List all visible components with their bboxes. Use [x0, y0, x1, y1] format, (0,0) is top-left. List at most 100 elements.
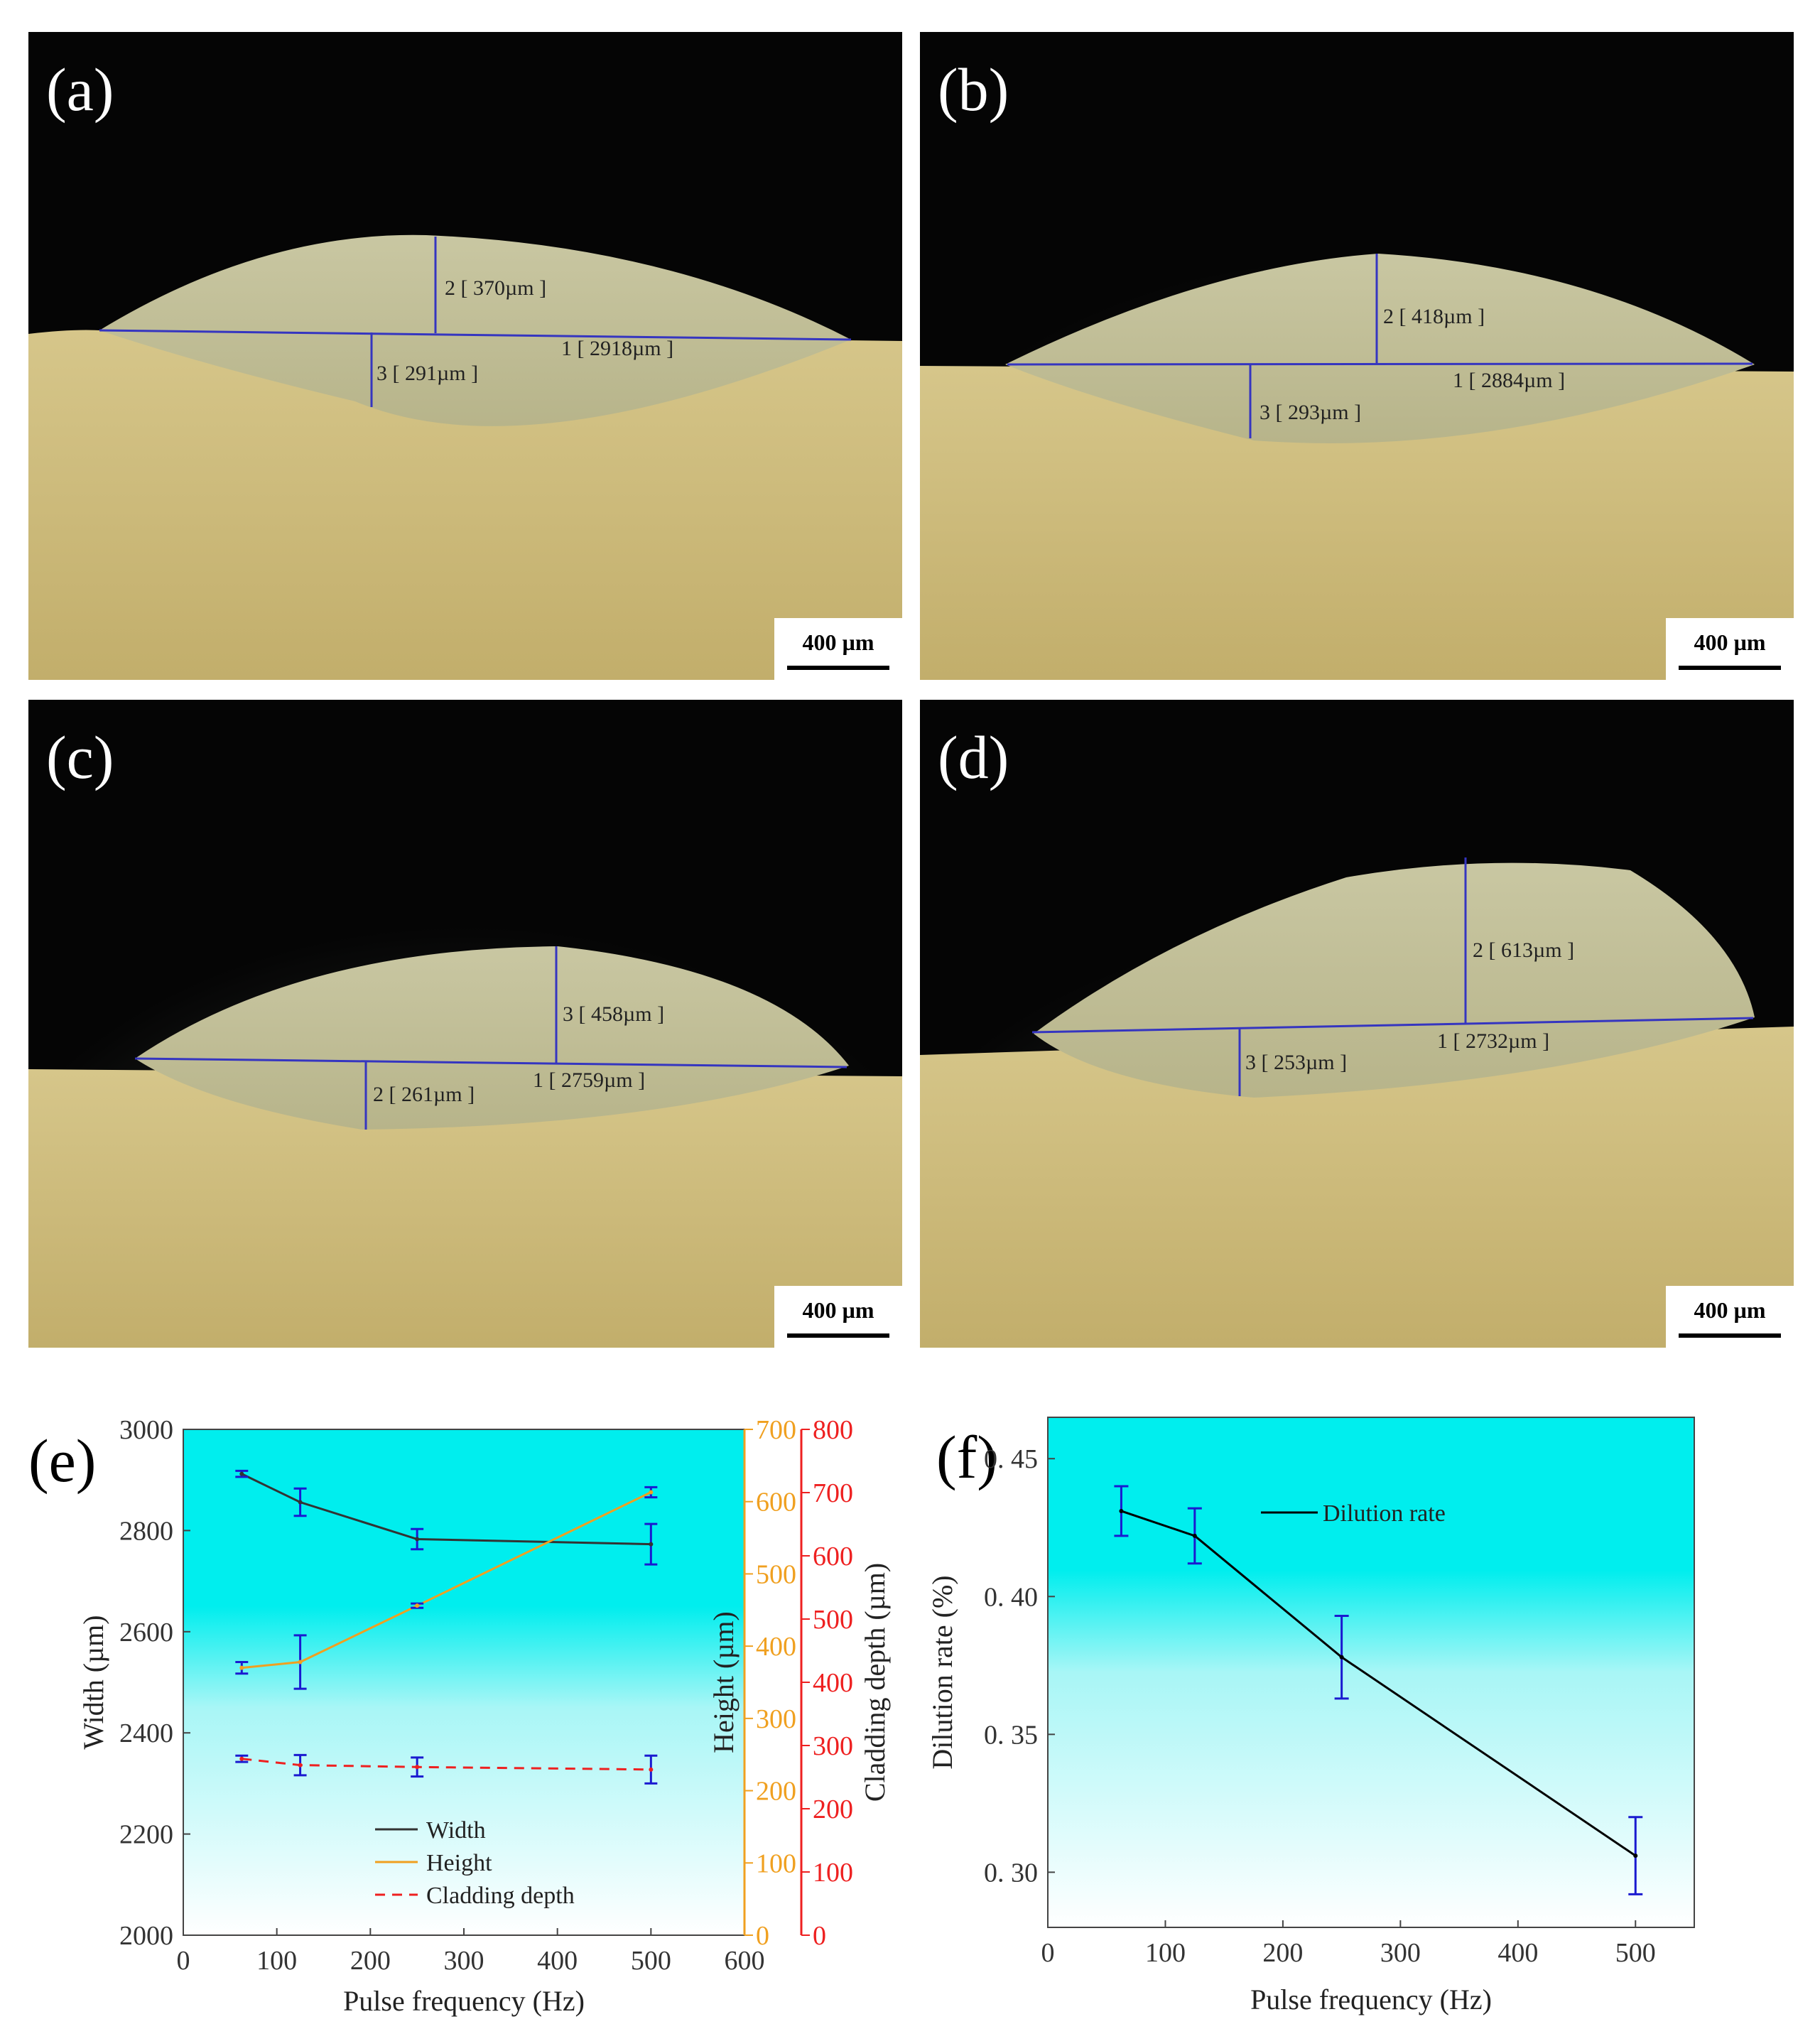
measure-label-3: 3 [ 253µm ] [1245, 1051, 1347, 1074]
legend-label-dilution-rate: Dilution rate [1323, 1500, 1446, 1527]
y-tick-label-cladding-depth: 600 [813, 1542, 853, 1571]
panel-label-e: (e) [28, 1427, 96, 1495]
data-point-width [649, 1542, 654, 1547]
measure-label-2: 2 [ 613µm ] [1473, 938, 1574, 962]
x-tick-label-f: 400 [1497, 1938, 1538, 1968]
x-tick-label-f: 200 [1262, 1938, 1303, 1968]
legend-e: Width Height Cladding depth [375, 1817, 575, 1909]
y-tick-label-height: 0 [756, 1921, 769, 1951]
micrograph-a: 1 [ 2918µm ] 2 [ 370µm ] 3 [ 291µm ] (a)… [28, 32, 902, 680]
data-point-cladding-depth [649, 1767, 654, 1772]
legend-label-cladding-depth: Cladding depth [426, 1883, 575, 1909]
plot-area-e [183, 1429, 745, 1936]
measure-line-1 [134, 1057, 847, 1068]
y-tick-label-height: 300 [756, 1704, 796, 1734]
axes-e: 0 100 200 300 400 500 600200022002400260028003… [119, 1415, 853, 1976]
data-point-width [298, 1500, 303, 1505]
measure-line-1 [99, 329, 852, 341]
data-point-dilution-rate [1119, 1508, 1124, 1513]
y-tick-label-height: 700 [756, 1415, 796, 1445]
y-tick-label-cladding-depth: 400 [813, 1668, 853, 1698]
y-axis-label-height: Height (µm) [708, 1611, 740, 1753]
clad-bead [99, 234, 851, 426]
measure-label-2: 2 [ 418µm ] [1383, 305, 1485, 328]
y-tick-label-height: 200 [756, 1777, 796, 1807]
x-tick-label-f: 0 [1041, 1938, 1055, 1968]
y-tick-label-cladding-depth: 0 [813, 1921, 826, 1951]
substrate [28, 330, 902, 680]
legend-label-width: Width [426, 1817, 486, 1844]
y-tick-label-f: 0. 45 [984, 1444, 1038, 1474]
panel-label-c: (c) [46, 723, 114, 791]
y-tick-label-height: 600 [756, 1488, 796, 1517]
axes-f: 0 100 200 300 400 500 0. 30 0. 35 0. 40 0. 45 [984, 1444, 1656, 1968]
y-tick-label-height: 100 [756, 1849, 796, 1878]
y-tick-label-width: 2200 [119, 1820, 173, 1850]
substrate [920, 1027, 1794, 1348]
data-point-width [415, 1537, 420, 1542]
panel-label-d: (d) [938, 723, 1009, 791]
data-point-dilution-rate [1339, 1655, 1344, 1660]
y-axis-label-cladding-depth: Cladding depth (µm) [859, 1563, 891, 1802]
clad-bead [1034, 862, 1755, 1098]
data-point-width [239, 1471, 244, 1476]
y-tick-label-width: 2600 [119, 1618, 173, 1647]
measure-label-1: 1 [ 2884µm ] [1453, 369, 1565, 392]
y-tick-label-height: 500 [756, 1559, 796, 1589]
y-tick-label-cladding-depth: 700 [813, 1478, 853, 1508]
chart-f: (f) Pulse frequency (Hz) Dilution rate (… [926, 1417, 1695, 2015]
data-point-cladding-depth [298, 1763, 303, 1768]
x-tick-label-e: 500 [631, 1946, 671, 1976]
y-tick-label-cladding-depth: 200 [813, 1795, 853, 1824]
scale-bar-label: 400 µm [1694, 1297, 1765, 1323]
series-f [1114, 1485, 1643, 1895]
y-tick-label-f: 0. 30 [984, 1858, 1038, 1888]
series-line-height [242, 1491, 651, 1669]
x-tick-label-f: 300 [1380, 1938, 1421, 1968]
panel-label-f: (f) [936, 1423, 997, 1491]
legend-f: Dilution rate [1261, 1500, 1446, 1527]
data-point-height [415, 1603, 420, 1608]
substrate [28, 1069, 902, 1348]
legend-label-height: Height [426, 1850, 492, 1876]
data-point-cladding-depth [415, 1765, 420, 1770]
y-tick-label-cladding-depth: 300 [813, 1731, 853, 1761]
measure-label-1: 1 [ 2759µm ] [533, 1068, 645, 1092]
series-line-dilution-rate [1120, 1510, 1637, 1857]
measure-label-1: 1 [ 2918µm ] [561, 337, 673, 360]
y-tick-label-f: 0. 40 [984, 1582, 1038, 1612]
plot-area-f [1047, 1417, 1695, 1928]
measure-label-3: 3 [ 293µm ] [1260, 401, 1361, 424]
x-tick-label-e: 300 [444, 1946, 484, 1976]
y-axis-label-f: Dilution rate (%) [926, 1575, 958, 1769]
measure-label-2: 2 [ 370µm ] [445, 276, 546, 300]
scale-bar-label: 400 µm [802, 1297, 874, 1323]
panel-label-b: (b) [938, 55, 1009, 124]
data-point-height [649, 1490, 654, 1495]
y-tick-label-f: 0. 35 [984, 1720, 1038, 1750]
x-tick-label-e: 600 [725, 1946, 765, 1976]
x-tick-label-e: 0 [177, 1946, 190, 1976]
y-tick-label-width: 2400 [119, 1719, 173, 1748]
y-tick-label-cladding-depth: 100 [813, 1858, 853, 1888]
data-point-dilution-rate [1633, 1853, 1638, 1858]
data-point-dilution-rate [1192, 1533, 1197, 1538]
micrograph-b: 1 [ 2884µm ] 2 [ 418µm ] 3 [ 293µm ] (b)… [920, 32, 1794, 680]
data-point-height [239, 1665, 244, 1670]
y-tick-label-cladding-depth: 500 [813, 1605, 853, 1635]
x-axis-label-e: Pulse frequency (Hz) [343, 1985, 585, 2017]
scale-bar-label: 400 µm [802, 629, 874, 655]
micrograph-c: 1 [ 2759µm ] 3 [ 458µm ] 2 [ 261µm ] (c)… [28, 700, 902, 1348]
x-tick-label-f: 100 [1145, 1938, 1186, 1968]
y-tick-label-cladding-depth: 800 [813, 1415, 853, 1445]
data-point-height [298, 1660, 303, 1665]
measure-line-1 [1031, 1017, 1754, 1034]
data-point-cladding-depth [239, 1756, 244, 1761]
series-line-cladding-depth [242, 1758, 651, 1771]
measure-label-3: 3 [ 458µm ] [563, 1002, 664, 1026]
measure-label-1: 1 [ 2732µm ] [1437, 1029, 1549, 1053]
x-tick-label-f: 500 [1615, 1938, 1656, 1968]
y-tick-label-width: 2800 [119, 1516, 173, 1546]
y-tick-label-width: 3000 [119, 1415, 173, 1445]
